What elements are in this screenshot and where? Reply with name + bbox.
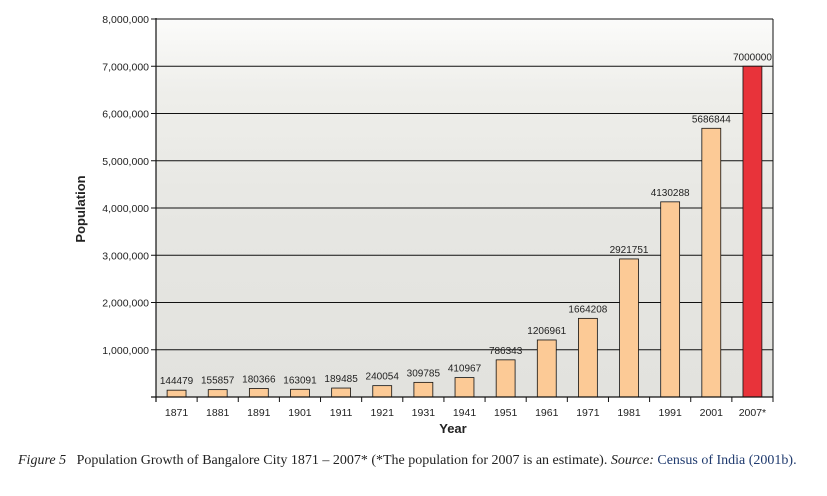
data-label: 309785	[407, 368, 441, 379]
figure-label: Figure 5	[18, 453, 67, 468]
bar-1941	[454, 377, 475, 398]
x-tick-label: 1891	[247, 407, 271, 419]
data-label: 180366	[242, 374, 276, 385]
bar-1911	[331, 387, 351, 398]
x-tick-label: 1871	[165, 407, 189, 419]
x-tick-label: 1991	[658, 407, 682, 419]
bar-1871	[166, 389, 187, 398]
bar-1921	[372, 385, 393, 398]
y-tick-label: 8,000,000	[102, 14, 149, 26]
x-tick-label: 1881	[206, 407, 230, 419]
data-label: 786343	[489, 346, 523, 357]
y-tick-label: 3,000,000	[102, 250, 149, 262]
y-tick-label: 1,000,000	[102, 345, 149, 357]
x-tick-label: 1901	[288, 407, 312, 419]
bar-1961	[536, 339, 557, 398]
x-tick-label: 1911	[330, 407, 353, 419]
data-label: 1206961	[527, 326, 566, 337]
bar-1951	[495, 359, 516, 398]
axes	[151, 18, 774, 402]
gridlines	[156, 18, 774, 397]
figure-caption: Figure 5 Population Growth of Bangalore …	[18, 452, 818, 469]
y-tick-labels: 1,000,000 2,000,000 3,000,000 4,000,000 5,00…	[102, 14, 149, 357]
x-tick-label: 1981	[617, 407, 641, 419]
caption-text: Population Growth of Bangalore City 1871…	[76, 453, 608, 468]
data-label: 240054	[366, 372, 400, 383]
bar-1931	[413, 381, 434, 398]
bar-2007-estimate	[742, 65, 763, 398]
y-tick-label: 4,000,000	[102, 203, 149, 215]
bar-1991	[660, 201, 681, 398]
data-label: 7000000	[733, 52, 772, 63]
y-tick-label: 2,000,000	[102, 298, 149, 310]
x-tick-label: 1941	[453, 407, 477, 419]
bar-1971	[578, 317, 598, 398]
x-tick-label: 1931	[412, 407, 436, 419]
y-tick-label: 7,000,000	[102, 61, 149, 73]
data-label: 144479	[160, 376, 194, 387]
bar-chart: 144479 155857 180366 163091 189485 240054 3097…	[73, 14, 774, 436]
data-label: 155857	[201, 376, 235, 387]
data-label: 163091	[283, 375, 317, 386]
data-label: 189485	[324, 374, 358, 385]
x-tick-label: 2001	[700, 407, 724, 419]
data-label: 1664208	[568, 304, 607, 315]
source-label: Source:	[610, 453, 654, 468]
data-labels: 144479 155857 180366 163091 189485 240054 3097…	[160, 52, 772, 387]
data-label: 2921751	[610, 245, 649, 256]
x-tick-label: 1961	[535, 407, 559, 419]
bar-1881	[207, 389, 228, 398]
bars	[166, 65, 763, 398]
x-tick-label: 1951	[494, 407, 518, 419]
bar-1891	[248, 388, 269, 398]
data-label: 410967	[448, 364, 482, 375]
source-text: Census of India (2001b).	[657, 453, 797, 468]
bar-1981	[619, 258, 639, 398]
y-tick-label: 5,000,000	[102, 156, 149, 168]
x-tick-label: 1971	[576, 407, 600, 419]
x-tick-labels: 1871 1881 1891 1901 1911 1921 1931 1941 1951 1961…	[165, 407, 766, 419]
x-tick-label: 1921	[371, 407, 395, 419]
y-axis-title: Population	[73, 175, 88, 242]
bar-1901	[290, 388, 310, 398]
x-tick-label: 2007*	[739, 407, 766, 419]
bar-2001	[701, 127, 722, 398]
y-tick-label: 6,000,000	[102, 109, 149, 121]
x-axis-title: Year	[439, 421, 466, 436]
data-label: 5686844	[692, 114, 731, 125]
data-label: 4130288	[651, 188, 690, 199]
